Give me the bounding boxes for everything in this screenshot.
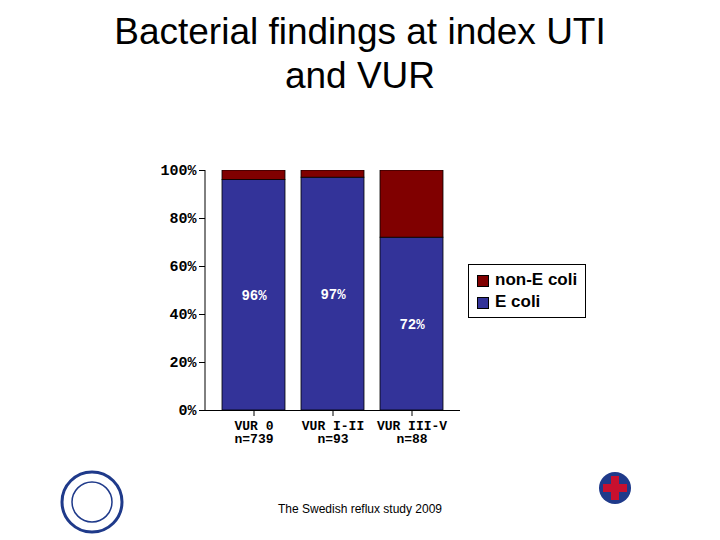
svg-text:60%: 60% — [169, 259, 197, 276]
html-text:Bacterial findings at index UT: Bacterial findings at index UTI and VUR — [114, 11, 606, 96]
svg-text:100%: 100% — [160, 163, 197, 180]
svg-text:40%: 40% — [169, 307, 197, 324]
svg-text:VUR I-IIn=93: VUR I-IIn=93 — [302, 419, 364, 447]
svg-text:VUR III-Vn=88: VUR III-Vn=88 — [377, 419, 447, 447]
html-text:The Swedish reflux study 2009: The Swedish reflux study 2009 — [278, 502, 442, 516]
html-text:E coli: E coli — [495, 292, 541, 311]
svg-text:80%: 80% — [169, 211, 197, 228]
svg-text:72%: 72% — [399, 317, 425, 333]
svg-text:97%: 97% — [320, 287, 346, 303]
svg-text:0%: 0% — [178, 403, 197, 420]
html-text:non-E coli: non-E coli — [495, 270, 578, 289]
svg-text:20%: 20% — [169, 355, 197, 372]
svg-text:VUR 0n=739: VUR 0n=739 — [234, 419, 273, 447]
svg-text:96%: 96% — [241, 288, 267, 304]
